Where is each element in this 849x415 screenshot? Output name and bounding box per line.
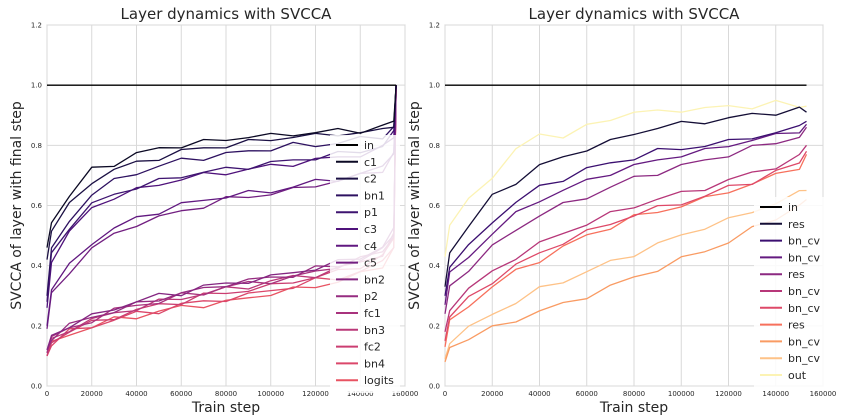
series-line-bn_cv — [444, 123, 808, 305]
x-tick-label: 60000 — [576, 390, 598, 398]
y-tick-label: 1.2 — [429, 22, 440, 30]
y-tick-label: 0.0 — [429, 383, 440, 391]
y-axis-label: SVCCA of layer with final step — [407, 101, 423, 310]
series-line-c1 — [46, 85, 397, 248]
legend: inresbn_cvbn_cvresbn_cvbn_cvresbn_cvbn_c… — [754, 197, 824, 388]
chart-title: Layer dynamics with SVCCA — [529, 5, 741, 23]
x-tick-label: 140000 — [762, 390, 789, 398]
x-tick-label: 100000 — [668, 390, 695, 398]
y-tick-label: 0.2 — [429, 322, 440, 330]
y-tick-label: 1.0 — [429, 82, 440, 90]
series-line-bn_cv — [444, 120, 807, 296]
legend-box — [754, 197, 824, 388]
y-tick-label: 0.8 — [429, 142, 440, 150]
legend-entry: bn_cv — [788, 285, 821, 298]
series-line-out — [444, 99, 807, 257]
x-tick-label: 60000 — [170, 390, 192, 398]
legend-entry: fc2 — [364, 341, 381, 354]
chart-title: Layer dynamics with SVCCA — [121, 5, 333, 23]
y-tick-label: 1.2 — [31, 22, 42, 30]
x-tick-label: 40000 — [125, 390, 147, 398]
x-tick-label: 120000 — [715, 390, 742, 398]
y-tick-label: 0.6 — [31, 202, 43, 210]
legend-entry: p1 — [364, 206, 378, 219]
legend-entry: c5 — [364, 257, 377, 270]
legend: in c1 c2 bn1 p1 c3 c4 c5 bn2 p2 fc1 bn3 fc2 bn4 logits — [330, 135, 400, 393]
legend-entry: bn_cv — [788, 335, 821, 348]
legend-entry: res — [788, 319, 805, 332]
y-axis-label: SVCCA of layer with final step — [9, 101, 25, 310]
x-tick-label: 140000 — [347, 390, 374, 398]
legend-entry: res — [788, 268, 805, 281]
x-axis-label: Train step — [599, 400, 668, 415]
chart-right: 0 20000 40000 60000 80000 100000 120000 140000 1… — [407, 5, 836, 415]
x-tick-label: 20000 — [481, 390, 503, 398]
series-line-bn_cv — [444, 150, 808, 342]
x-tick-label: 160000 — [810, 390, 837, 398]
x-tick-label: 160000 — [392, 390, 419, 398]
legend-entry: in — [788, 201, 798, 214]
legend-entry: bn2 — [364, 273, 385, 286]
legend-entry: bn_cv — [788, 352, 821, 365]
series-lines — [444, 84, 808, 363]
y-tick-label: 0.0 — [31, 383, 42, 391]
y-tick-label: 0.4 — [31, 262, 43, 270]
legend-entry: c3 — [364, 223, 377, 236]
x-tick-label: 0 — [443, 390, 447, 398]
x-tick-label: 100000 — [257, 390, 284, 398]
x-tick-label: 80000 — [215, 390, 237, 398]
y-tick-label: 1.0 — [31, 82, 42, 90]
chart-left: 0 20000 40000 60000 80000 100000 120000 140000 1… — [9, 5, 418, 415]
y-tick-label: 0.6 — [429, 202, 441, 210]
legend-entry: c4 — [364, 240, 377, 253]
legend-entry: p2 — [364, 290, 378, 303]
y-tick-label: 0.2 — [31, 322, 42, 330]
series-line-res — [444, 106, 807, 287]
x-tick-label: 80000 — [623, 390, 645, 398]
x-tick-label: 20000 — [81, 390, 103, 398]
legend-entry: logits — [364, 374, 394, 387]
series-line-bn_cv — [444, 144, 808, 333]
legend-entry: bn_cv — [788, 302, 821, 315]
legend-entry: bn_cv — [788, 235, 821, 248]
x-tick-label: 0 — [45, 390, 49, 398]
legend-entry: c2 — [364, 173, 377, 186]
x-tick-label: 40000 — [528, 390, 550, 398]
legend-entry: res — [788, 218, 805, 231]
y-tick-label: 0.4 — [429, 262, 441, 270]
legend-entry: bn4 — [364, 357, 385, 370]
legend-entry: bn_cv — [788, 251, 821, 264]
x-tick-label: 120000 — [302, 390, 329, 398]
legend-entry: bn1 — [364, 189, 385, 202]
series-line-res — [444, 126, 808, 314]
legend-entry: fc1 — [364, 307, 381, 320]
legend-entry: c1 — [364, 156, 377, 169]
legend-entry: out — [788, 369, 807, 382]
legend-entry: in — [364, 139, 374, 152]
x-axis-label: Train step — [191, 400, 260, 415]
legend-entry: bn3 — [364, 324, 385, 337]
y-tick-label: 0.8 — [31, 142, 42, 150]
